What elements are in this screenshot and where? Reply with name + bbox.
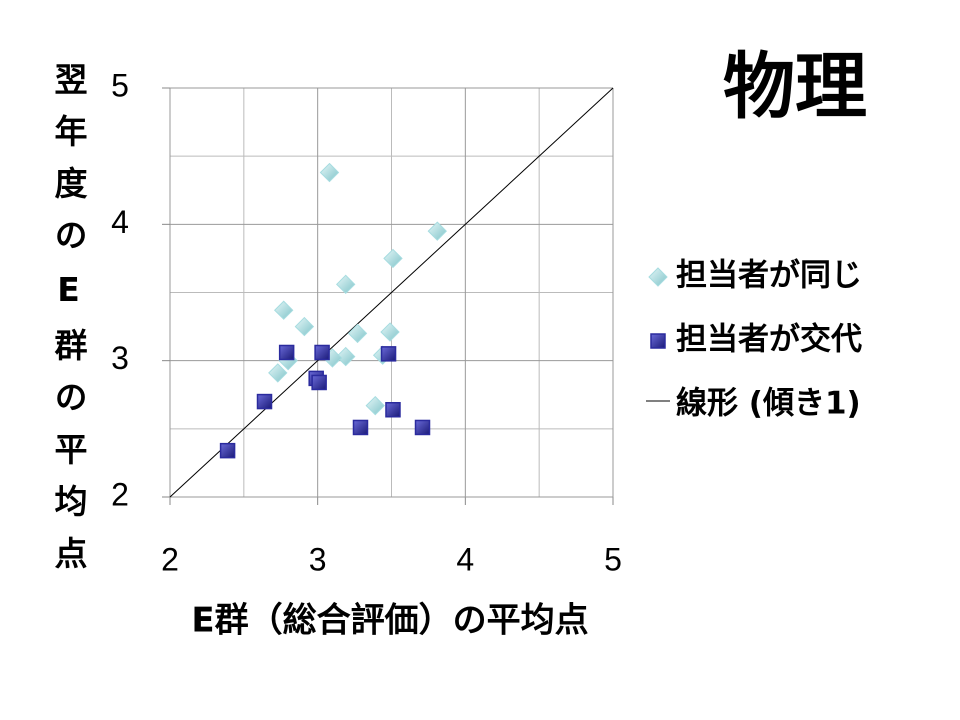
diamond-marker [383,248,403,269]
chart-title: 物理 [723,45,867,129]
legend-label: 線形 (傾き1) [676,386,861,422]
square-marker [414,419,431,436]
y-tick-label: 2 [111,476,129,512]
diamond-marker [294,316,315,337]
square-marker [256,393,273,410]
square-marker [278,344,295,361]
x-tick-label: 2 [161,541,179,577]
diamond-marker [319,162,340,183]
diamond-marker [268,363,288,383]
diamond-marker [336,274,356,295]
legend-marker [648,267,668,287]
diamond-marker [365,395,385,416]
square-marker [380,346,397,362]
x-tick-label: 5 [604,541,622,577]
y-tick-label: 3 [111,340,129,376]
legend-label: 担当者が交代 [676,322,862,358]
diamond-marker [336,346,356,367]
legend-marker [650,333,666,349]
x-tick-label: 4 [456,541,474,577]
x-axis-label: E群（総合評価）の平均点 [191,601,588,641]
y-tick-label: 5 [111,67,129,103]
square-marker [219,442,236,459]
diamond-marker [347,323,368,344]
square-marker [314,344,330,361]
square-marker [352,419,369,436]
diamond-marker [273,300,294,320]
square-marker [385,401,401,418]
y-tick-label: 4 [111,204,129,240]
square-marker [311,374,327,391]
diamond-marker [380,322,400,342]
diamond-marker [427,221,447,241]
x-tick-label: 3 [309,541,327,577]
trendline [169,87,614,498]
y-axis-label: 翌年度のE群の平均点 [49,62,88,588]
legend-label: 担当者が同じ [676,258,862,294]
